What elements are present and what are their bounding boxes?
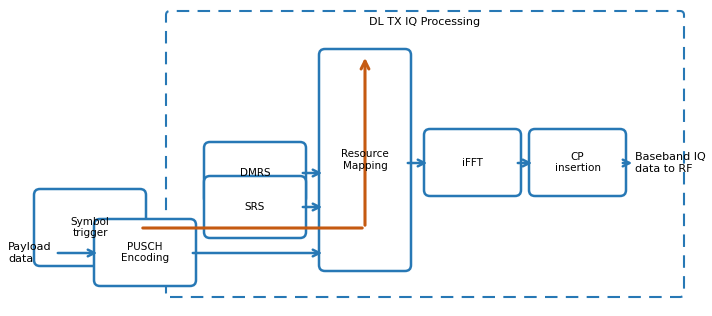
- FancyBboxPatch shape: [204, 142, 306, 204]
- FancyBboxPatch shape: [204, 176, 306, 238]
- FancyBboxPatch shape: [529, 129, 626, 196]
- FancyBboxPatch shape: [34, 189, 146, 266]
- FancyBboxPatch shape: [424, 129, 521, 196]
- Text: Symbol
trigger: Symbol trigger: [70, 217, 110, 238]
- FancyBboxPatch shape: [319, 49, 411, 271]
- Text: DL TX IQ Processing: DL TX IQ Processing: [370, 17, 481, 27]
- Text: iFFT: iFFT: [462, 157, 483, 167]
- Text: Payload
data: Payload data: [8, 242, 52, 264]
- Text: CP
insertion: CP insertion: [555, 152, 600, 173]
- Text: Resource
Mapping: Resource Mapping: [341, 149, 389, 171]
- Text: Baseband IQ
data to RF: Baseband IQ data to RF: [635, 152, 706, 174]
- FancyBboxPatch shape: [94, 219, 196, 286]
- Text: DMRS: DMRS: [240, 168, 271, 178]
- Text: PUSCH
Encoding: PUSCH Encoding: [121, 242, 169, 263]
- Text: SRS: SRS: [245, 202, 265, 212]
